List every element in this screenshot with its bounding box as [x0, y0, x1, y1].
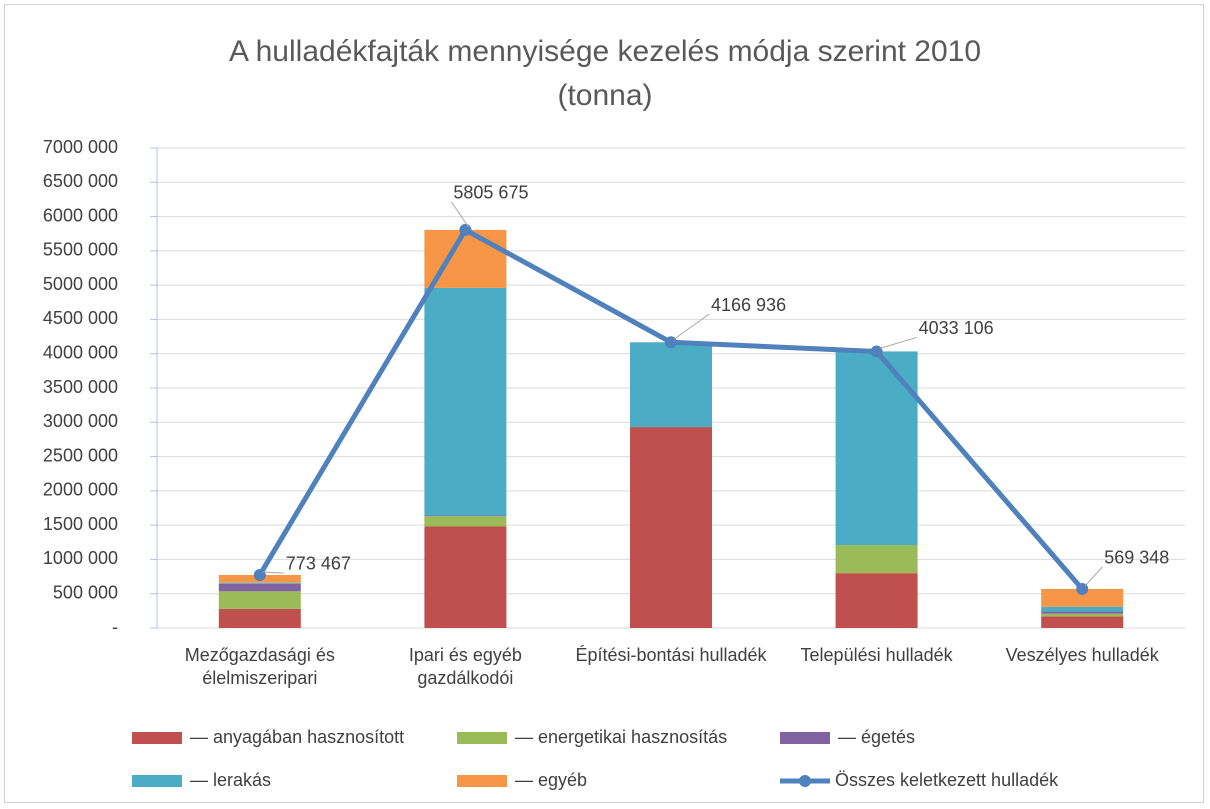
label-leader — [673, 313, 710, 340]
y-tick-label: 4000 000 — [43, 342, 118, 362]
y-tick-label: 2000 000 — [43, 480, 118, 500]
data-label: 4166 936 — [711, 295, 786, 315]
x-tick-label-box: Veszélyes hulladék — [1005, 645, 1159, 665]
y-tick-label: 5500 000 — [43, 240, 118, 260]
y-tick-label: 500 000 — [53, 582, 118, 602]
legend-swatch — [132, 775, 182, 787]
bar-segment — [424, 516, 507, 527]
bar-segment — [218, 582, 301, 584]
legend-swatch — [780, 732, 830, 744]
bar-segment — [424, 526, 507, 628]
x-tick-label: Ipari és egyéb gazdálkodói — [408, 645, 522, 688]
bar-segment — [1041, 588, 1124, 607]
chart-frame — [4, 4, 1204, 803]
legend-label: — égetés — [838, 727, 915, 747]
legend-label: — anyagában hasznosított — [190, 727, 404, 747]
bar-segment — [630, 342, 712, 428]
x-tick-label-box: Építési-bontási hulladék — [575, 645, 767, 665]
data-label: 569 348 — [1104, 548, 1169, 568]
x-tick-label: Mezőgazdasági és élelmiszeripari — [184, 645, 335, 688]
label-leader — [1084, 566, 1103, 587]
x-tick-label-box: Települési hulladék — [800, 645, 953, 665]
label-leader — [450, 201, 469, 228]
label-leader — [879, 336, 917, 349]
legend-label: — egyéb — [515, 770, 587, 790]
label-leader — [262, 571, 284, 574]
y-tick-label: 3000 000 — [43, 411, 118, 431]
y-tick-label: 7000 000 — [43, 137, 118, 157]
legend-swatch-marker — [799, 775, 811, 787]
legend-label: Összes keletkezett hulladék — [835, 770, 1059, 790]
bar-segment — [218, 591, 301, 609]
chart-title: A hulladékfajták mennyisége kezelés módj… — [228, 35, 982, 112]
legend-label: — lerakás — [190, 770, 271, 790]
y-tick-label: 6000 000 — [43, 205, 118, 225]
y-tick-label: 5000 000 — [43, 274, 118, 294]
x-tick-label-box: Ipari és egyéb gazdálkodói — [408, 645, 522, 688]
x-tick-label: Települési hulladék — [800, 645, 953, 665]
x-tick-label: Építési-bontási hulladék — [575, 645, 767, 665]
bar-segment — [218, 608, 301, 628]
y-tick-label: 1500 000 — [43, 514, 118, 534]
y-tick-label: 2500 000 — [43, 445, 118, 465]
x-tick-label: Veszélyes hulladék — [1005, 645, 1159, 665]
data-label: 4033 106 — [919, 318, 994, 338]
legend-label: — energetikai hasznosítás — [515, 727, 727, 747]
y-tick-label: 3500 000 — [43, 377, 118, 397]
bar-segment — [835, 351, 918, 546]
y-tick-label: 1000 000 — [43, 548, 118, 568]
bar-segment — [1041, 613, 1124, 617]
data-label: 773 467 — [286, 554, 351, 574]
data-label: 5805 675 — [453, 183, 528, 203]
legend-swatch — [457, 775, 507, 787]
bar-segment — [1041, 616, 1124, 628]
line-marker — [870, 345, 883, 358]
legend-swatch — [132, 732, 182, 744]
y-tick-label: 6500 000 — [43, 171, 118, 191]
bar-segment — [424, 515, 507, 517]
y-tick-label: - — [112, 617, 118, 637]
bar-segment — [835, 545, 918, 574]
bar-segment — [1041, 606, 1124, 612]
line-marker — [253, 568, 266, 581]
x-tick-label-box: Mezőgazdasági és élelmiszeripari — [184, 645, 335, 688]
bar-segment — [218, 583, 301, 592]
legend-swatch — [457, 732, 507, 744]
bar-segment — [835, 573, 918, 628]
bar-segment — [630, 427, 712, 628]
y-tick-label: 4500 000 — [43, 308, 118, 328]
bar-segment — [424, 287, 507, 516]
bar-segment — [1041, 611, 1124, 614]
line-marker — [459, 223, 472, 236]
